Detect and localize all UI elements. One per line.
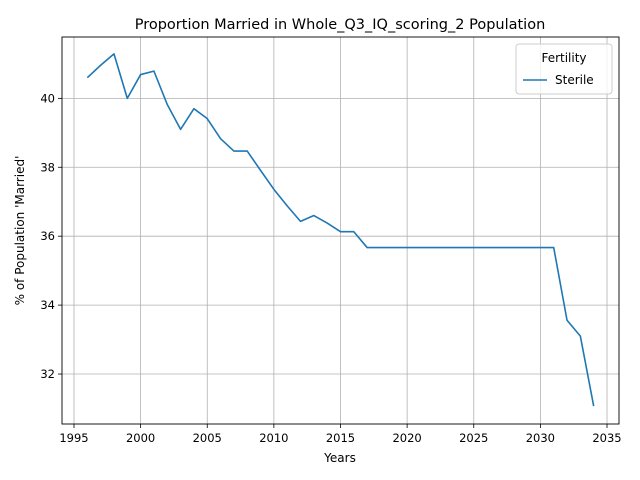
legend-title: Fertility [541,51,586,65]
series-line-sterile [86,53,595,407]
x-axis-label: Years [323,451,356,465]
chart-title: Proportion Married in Whole_Q3_IQ_scorin… [135,17,546,33]
legend-entry-sterile: Sterile [555,73,594,87]
x-tick-label: 2015 [326,431,355,445]
y-tick-label: 38 [40,160,55,174]
y-tick-label: 40 [40,91,55,105]
x-tick-label: 2025 [459,431,488,445]
legend-box [515,43,613,95]
x-tick-label: 2030 [526,431,555,445]
x-axis-ticks: 1995 2000 2005 2010 2015 2020 2025 2030 2035 [59,424,622,445]
x-tick-label: 2035 [592,431,621,445]
legend: Fertility Sterile [515,43,613,95]
series-layer [86,53,595,407]
grid-lines [62,37,619,424]
y-axis-label: % of Population 'Married' [13,156,27,306]
y-tick-label: 34 [40,298,55,312]
x-tick-label: 1995 [59,431,88,445]
y-tick-label: 36 [40,229,55,243]
x-tick-label: 2020 [392,431,421,445]
x-tick-label: 2000 [126,431,155,445]
y-tick-label: 32 [40,367,55,381]
y-axis-ticks: 32 34 36 38 40 [40,91,62,381]
x-tick-label: 2010 [259,431,288,445]
x-tick-label: 2005 [193,431,222,445]
